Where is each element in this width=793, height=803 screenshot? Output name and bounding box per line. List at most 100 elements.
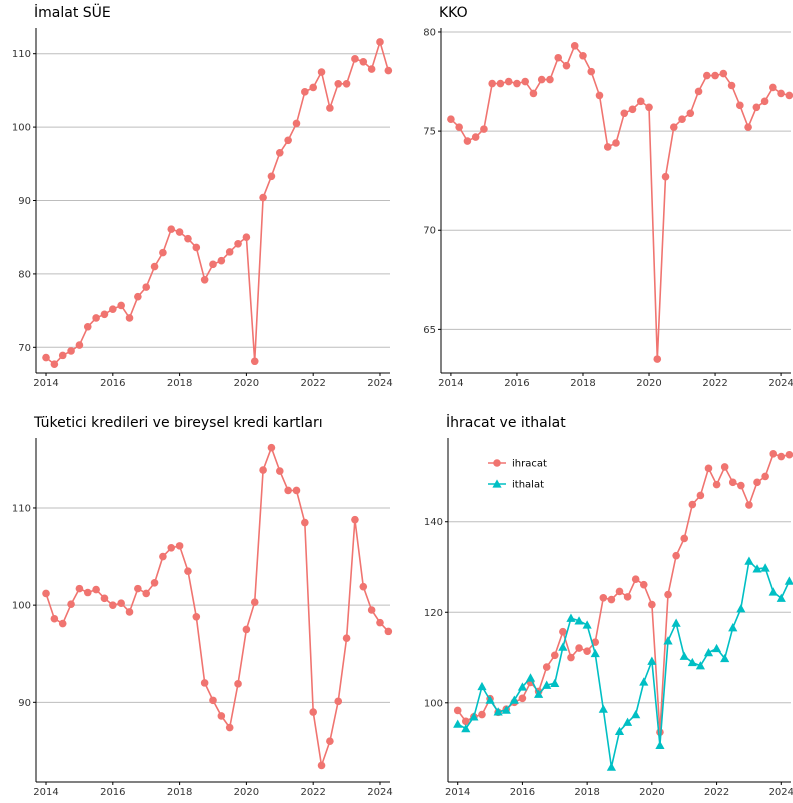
data-point	[259, 466, 267, 474]
data-point	[275, 148, 284, 157]
data-point	[694, 87, 703, 96]
data-point	[598, 704, 608, 713]
data-point	[525, 673, 536, 682]
data-point	[175, 228, 184, 236]
data-point	[351, 515, 359, 524]
data-point	[579, 51, 587, 60]
series-series-1	[42, 38, 393, 368]
data-point	[655, 740, 665, 750]
x-tick-label: 2020	[636, 378, 661, 389]
data-point	[359, 582, 368, 591]
chart-panel-1: İmalat SÜE 70 80 90 100 110 2014 2016 2018 2020 20…	[12, 3, 393, 389]
data-point	[225, 248, 234, 256]
y-tick-label: 90	[18, 196, 31, 207]
data-point	[234, 240, 242, 248]
data-point	[192, 613, 201, 621]
y-tick-label: 70	[18, 343, 31, 354]
data-point	[284, 486, 292, 495]
data-point	[736, 101, 744, 110]
data-point	[478, 710, 486, 719]
data-point	[590, 648, 600, 658]
data-point	[234, 680, 242, 688]
data-point	[275, 467, 284, 475]
data-point	[672, 551, 680, 560]
data-point	[447, 115, 455, 124]
x-tick-label: 2018	[570, 378, 595, 389]
data-point	[517, 682, 528, 691]
data-point	[518, 694, 527, 703]
data-point	[636, 97, 645, 106]
data-point	[42, 353, 50, 362]
data-point	[159, 248, 167, 257]
data-point	[488, 79, 496, 88]
x-tick-label: 2014	[33, 787, 58, 798]
x-tick-label: 2018	[167, 787, 192, 798]
x-tick-label: 2016	[504, 378, 529, 389]
series-line	[457, 559, 791, 768]
data-point	[292, 119, 301, 128]
chart-title: İhracat ve ithalat	[446, 413, 566, 431]
data-point	[513, 79, 521, 88]
data-point	[550, 651, 559, 660]
data-point	[566, 613, 576, 622]
data-point	[612, 139, 620, 147]
data-point	[752, 564, 762, 573]
data-point	[711, 643, 722, 653]
y-tick-label: 75	[423, 127, 436, 138]
data-point	[167, 544, 176, 552]
data-point	[67, 600, 75, 608]
data-point	[267, 443, 276, 452]
data-point	[777, 452, 786, 461]
data-point	[769, 83, 777, 92]
chart-panel-4: İhracat ve ithalat 100 120 140 2014 2016 2018 2…	[424, 413, 793, 798]
data-point	[570, 42, 579, 50]
x-tick-label: 2020	[639, 787, 664, 798]
data-point	[720, 463, 729, 471]
x-tick-label: 2014	[33, 378, 58, 389]
data-point	[728, 478, 737, 487]
x-tick-label: 2018	[574, 787, 599, 798]
data-point	[704, 464, 713, 473]
data-point	[317, 761, 326, 770]
data-point	[769, 450, 778, 458]
data-point	[678, 115, 686, 124]
data-point	[493, 707, 503, 716]
data-point	[587, 67, 596, 76]
data-point	[711, 71, 719, 80]
data-point	[117, 599, 125, 607]
data-point	[574, 616, 584, 625]
data-point	[326, 104, 334, 112]
data-point	[647, 656, 657, 665]
data-point	[477, 681, 487, 691]
data-point	[744, 556, 754, 565]
data-point	[42, 589, 50, 598]
x-tick-label: 2024	[768, 378, 793, 389]
y-tick-label: 80	[18, 269, 31, 280]
data-point	[719, 69, 728, 78]
data-point	[150, 262, 159, 271]
data-point	[359, 57, 368, 66]
data-point	[631, 575, 640, 584]
data-point	[480, 125, 488, 133]
data-point	[669, 123, 678, 131]
data-point	[471, 133, 480, 141]
x-tick-label: 2020	[234, 787, 259, 798]
x-tick-label: 2016	[100, 378, 125, 389]
data-point	[83, 322, 92, 331]
data-point	[562, 61, 571, 70]
data-point	[615, 587, 624, 596]
x-tick-label: 2014	[445, 787, 470, 798]
data-point	[761, 472, 769, 481]
data-point	[284, 136, 292, 145]
y-tick-label: 100	[424, 698, 443, 709]
data-point	[727, 81, 736, 90]
data-point	[250, 598, 259, 607]
data-point	[546, 75, 554, 84]
x-tick-label: 2022	[702, 378, 727, 389]
data-point	[679, 651, 689, 660]
data-point	[509, 695, 519, 704]
y-tick-label: 70	[423, 226, 436, 237]
data-point	[125, 608, 134, 616]
x-tick-label: 2018	[167, 378, 192, 389]
